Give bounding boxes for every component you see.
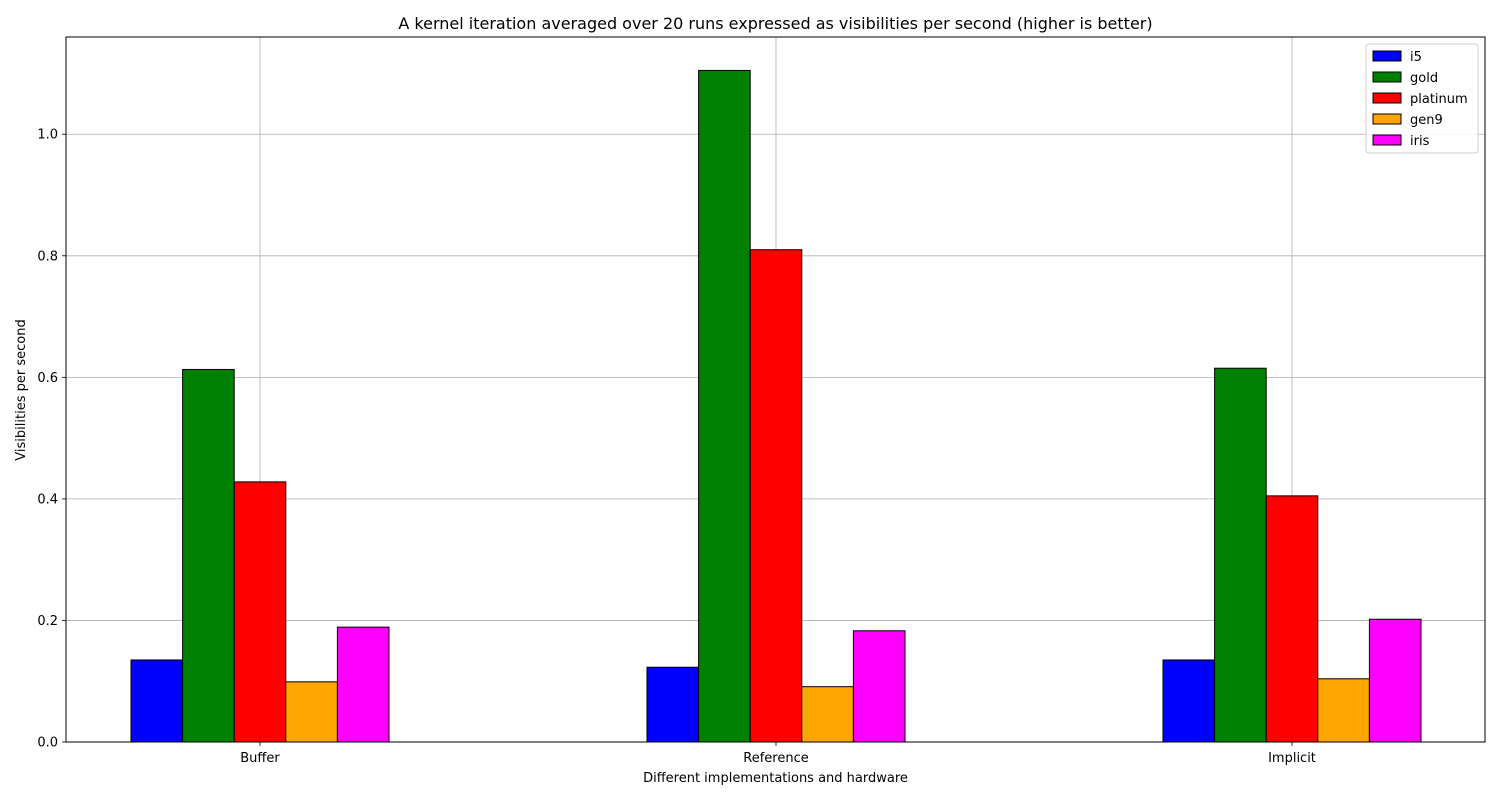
x-tick-label: Reference: [743, 751, 808, 766]
y-axis-ticks: 0.0 0.2 0.4 0.6 0.8 1.0: [37, 128, 66, 751]
y-tick-label: 0.2: [37, 614, 58, 629]
bar-gold-buffer: [182, 368, 235, 743]
y-tick-label: 1.0: [37, 128, 58, 143]
x-axis-ticks: Buffer Reference Implicit: [240, 742, 1316, 766]
bars: [130, 69, 1422, 743]
bar-i5-reference: [646, 666, 700, 743]
legend-label: gold: [1410, 71, 1438, 86]
y-axis-label: Visibilities per second: [14, 319, 29, 460]
y-tick-label: 0.4: [37, 492, 58, 507]
legend: i5 gold platinum gen9 iris: [1365, 43, 1479, 154]
legend-swatch: [1372, 71, 1402, 83]
bar-iris-reference: [852, 630, 906, 743]
legend-swatch: [1372, 113, 1402, 125]
bar-platinum-buffer: [233, 481, 287, 743]
x-tick-label: Buffer: [240, 751, 280, 766]
legend-label: platinum: [1410, 92, 1468, 107]
y-tick-label: 0.8: [37, 249, 58, 264]
bar-iris-implicit: [1368, 618, 1422, 743]
bar-gen9-buffer: [285, 681, 338, 743]
legend-frame: [1365, 43, 1479, 154]
plot-area-frame: [65, 36, 1486, 743]
legend-label: gen9: [1410, 113, 1443, 128]
bar-gen9-implicit: [1317, 678, 1370, 743]
y-tick-label: 0.0: [37, 736, 58, 751]
bar-gold-implicit: [1214, 367, 1267, 743]
x-tick-label: Implicit: [1268, 751, 1316, 766]
chart-title: A kernel iteration averaged over 20 runs…: [398, 14, 1152, 33]
legend-label: iris: [1410, 134, 1430, 149]
bar-iris-buffer: [336, 626, 390, 743]
bar-i5-implicit: [1162, 659, 1216, 743]
bar-gen9-reference: [801, 686, 854, 743]
y-tick-label: 0.6: [37, 371, 58, 386]
x-axis-label: Different implementations and hardware: [643, 771, 908, 786]
bar-platinum-implicit: [1265, 495, 1319, 743]
legend-swatch: [1372, 134, 1402, 146]
bar-i5-buffer: [130, 659, 184, 743]
bar-gold-reference: [698, 69, 751, 743]
legend-swatch: [1372, 50, 1402, 62]
legend-label: i5: [1410, 50, 1422, 65]
bar-platinum-reference: [749, 249, 803, 743]
legend-swatch: [1372, 92, 1402, 104]
